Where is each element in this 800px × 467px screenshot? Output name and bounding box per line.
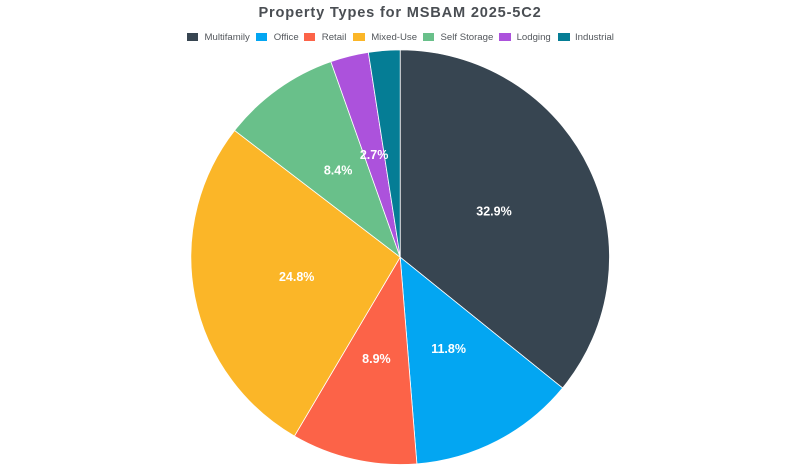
svg-text:8.4%: 8.4% bbox=[324, 164, 353, 178]
svg-text:32.9%: 32.9% bbox=[476, 204, 511, 218]
svg-text:11.8%: 11.8% bbox=[431, 342, 466, 356]
svg-text:24.8%: 24.8% bbox=[279, 270, 314, 284]
svg-text:8.9%: 8.9% bbox=[362, 352, 391, 366]
svg-text:2.7%: 2.7% bbox=[360, 148, 389, 162]
